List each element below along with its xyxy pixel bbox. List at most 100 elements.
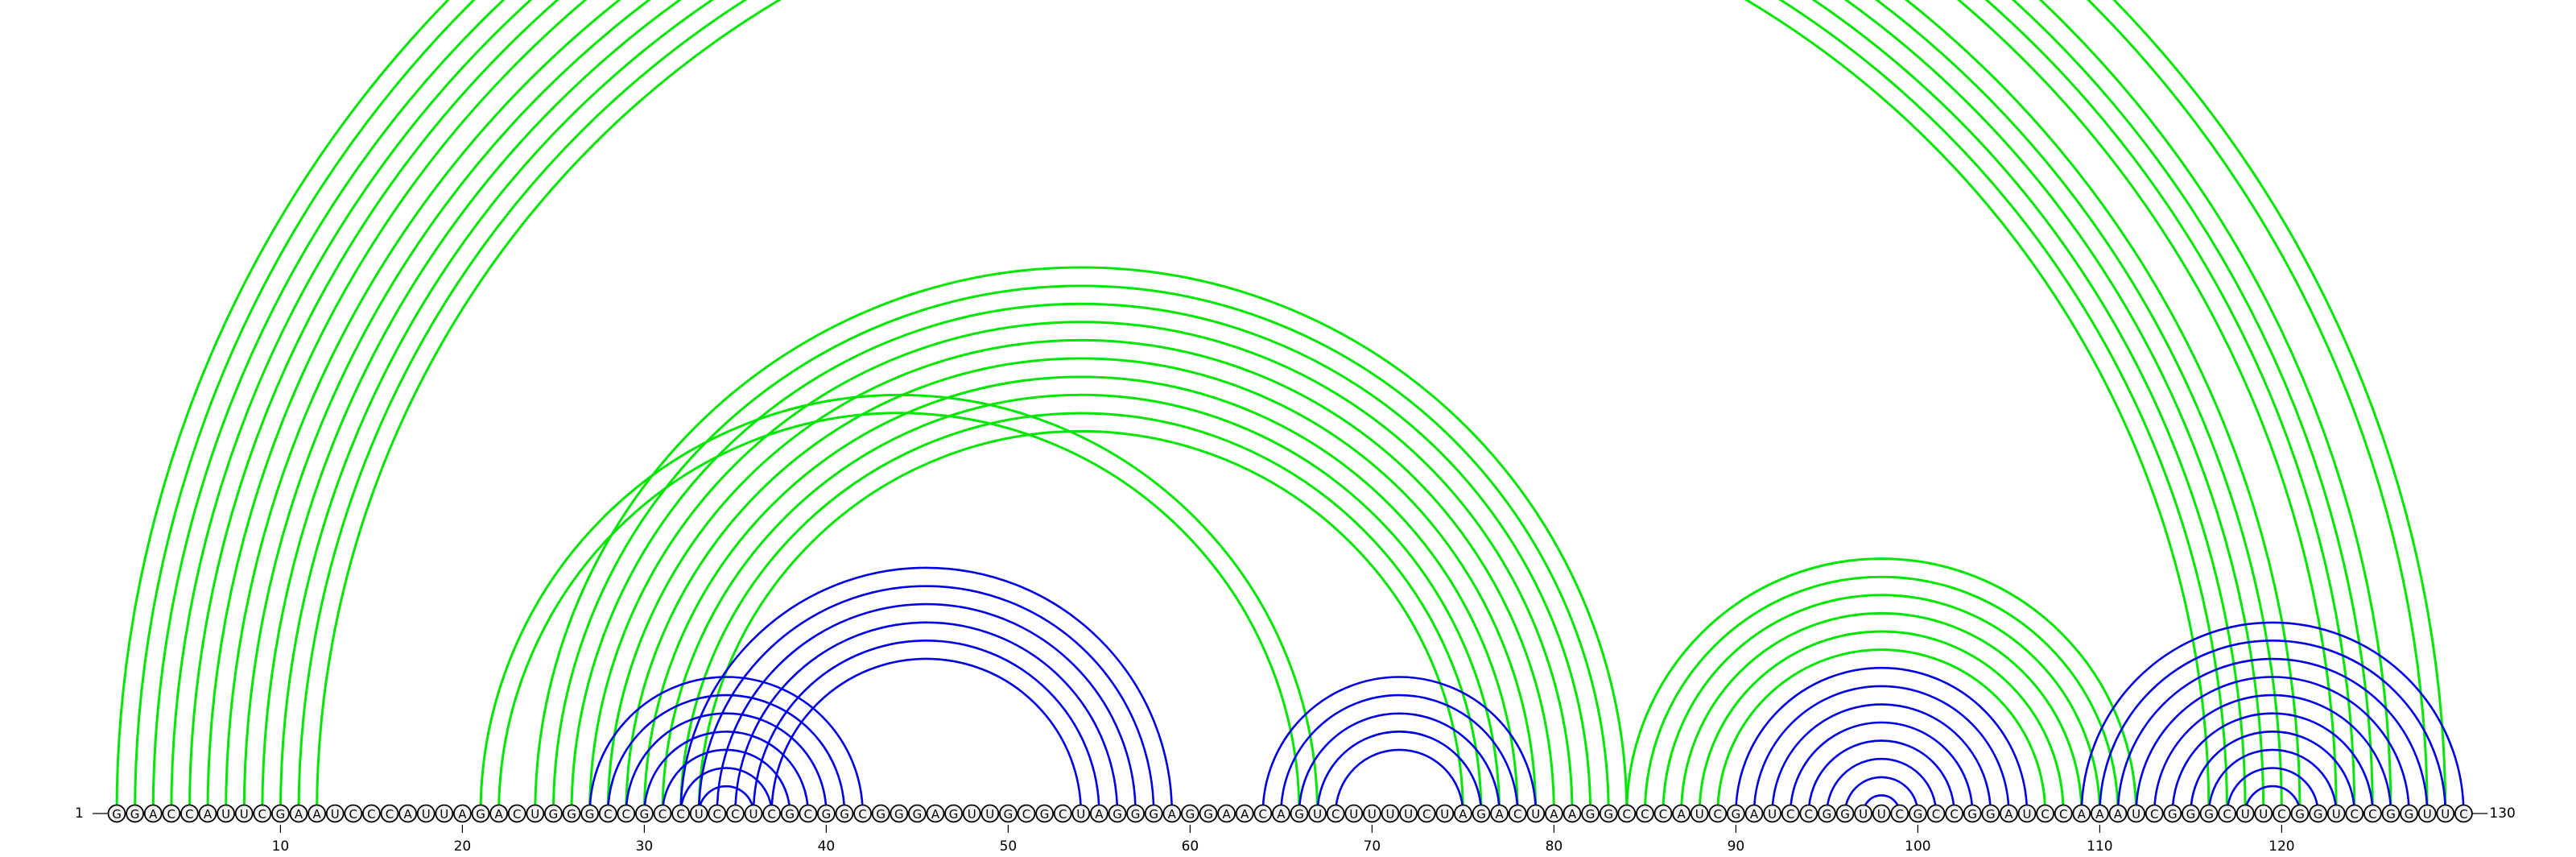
nucleotide-circle bbox=[1672, 804, 1691, 823]
nucleotide-letter: G bbox=[130, 807, 140, 822]
nucleotide-circle bbox=[908, 804, 927, 823]
nucleotide-letter: G bbox=[2168, 807, 2178, 822]
base-pair-arc-88-108 bbox=[1698, 630, 2065, 814]
nucleotide-letter: C bbox=[1513, 807, 1521, 822]
nucleotide: C bbox=[2363, 804, 2382, 823]
nucleotide-letter: C bbox=[731, 807, 739, 822]
nucleotide-letter: A bbox=[1550, 807, 1558, 822]
nucleotide-letter: C bbox=[258, 807, 266, 822]
nucleotide-circle bbox=[853, 804, 872, 823]
nucleotide-letter: U bbox=[221, 807, 230, 822]
nucleotide-circle bbox=[198, 804, 217, 823]
base-pair-arc-67-76 bbox=[1316, 731, 1483, 814]
nucleotide: G bbox=[1981, 804, 2000, 823]
nucleotide: C bbox=[726, 804, 745, 823]
base-pair-arc-29-79 bbox=[625, 357, 1538, 814]
nucleotide-letter: G bbox=[1840, 807, 1850, 822]
nucleotide: U bbox=[1690, 804, 1709, 823]
nucleotide-letter: U bbox=[1313, 807, 1322, 822]
nucleotide: C bbox=[1781, 804, 1800, 823]
nucleotide-circle bbox=[1653, 804, 1673, 823]
nucleotide-letter: G bbox=[1967, 807, 1977, 822]
nucleotide: G bbox=[1290, 804, 1309, 823]
nucleotide-letter: G bbox=[913, 807, 923, 822]
nucleotide-circle bbox=[416, 804, 436, 823]
nucleotide-circle bbox=[1763, 804, 1782, 823]
nucleotide-letter: G bbox=[640, 807, 650, 822]
nucleotide-letter: A bbox=[2114, 807, 2123, 822]
nucleotide: A bbox=[1744, 804, 1764, 823]
nucleotide: G bbox=[999, 804, 1018, 823]
nucleotide-circle bbox=[1545, 804, 1563, 823]
nucleotide-circle bbox=[2436, 804, 2455, 823]
base-pair-arc-66-77 bbox=[1298, 712, 1501, 814]
nucleotide-letter: C bbox=[1786, 807, 1794, 822]
nucleotide-letter: C bbox=[767, 807, 775, 822]
nucleotide: A bbox=[489, 804, 508, 823]
nucleotide: C bbox=[1799, 804, 1818, 823]
nucleotide: C bbox=[2454, 804, 2473, 823]
base-pair-arc-111-128 bbox=[2116, 657, 2429, 814]
base-pair-arc-31-77 bbox=[661, 393, 1501, 814]
base-pair-arc-22-66 bbox=[497, 412, 1301, 814]
nucleotide-letter: C bbox=[658, 807, 667, 822]
nucleotide: C bbox=[1636, 804, 1654, 823]
nucleotide: G bbox=[1126, 804, 1145, 823]
nucleotide-letter: G bbox=[1004, 807, 1013, 822]
tick-label: 10 bbox=[272, 838, 290, 855]
nucleotide: A bbox=[1545, 804, 1563, 823]
nucleotide-letter: G bbox=[1913, 807, 1923, 822]
nucleotide-letter: A bbox=[1241, 807, 1249, 822]
base-pair-arc-68-75 bbox=[1334, 748, 1464, 814]
nucleotide: G bbox=[1181, 804, 1199, 823]
nucleotide-circle bbox=[1144, 804, 1163, 823]
nucleotide-circle bbox=[1399, 804, 1418, 823]
nucleotide-circle bbox=[453, 804, 472, 823]
base-pair-arc-86-110 bbox=[1662, 594, 2101, 814]
base-pair-arc-90-106 bbox=[1735, 666, 2029, 814]
base-pair-arc-8-120 bbox=[242, 0, 2283, 814]
nucleotide-circle bbox=[1945, 804, 1964, 823]
nucleotide-circle bbox=[1417, 804, 1436, 823]
nucleotide: C bbox=[1508, 804, 1527, 823]
nucleotide-letter: A bbox=[2095, 807, 2104, 822]
nucleotide-circle bbox=[1126, 804, 1145, 823]
nucleotide: U bbox=[1344, 804, 1364, 823]
nucleotide-letter: U bbox=[968, 807, 976, 822]
nucleotide: U bbox=[1854, 804, 1873, 823]
nucleotide: U bbox=[234, 804, 254, 823]
nucleotide: U bbox=[2417, 804, 2437, 823]
nucleotide-circle bbox=[2145, 804, 2164, 823]
nucleotide-circle bbox=[1071, 804, 1091, 823]
nucleotide-circle bbox=[1454, 804, 1472, 823]
base-pair-arc-92-104 bbox=[1771, 703, 1992, 814]
nucleotide: G bbox=[1835, 804, 1855, 823]
base-pair-arc-87-109 bbox=[1680, 611, 2083, 814]
nucleotide-circle bbox=[817, 804, 836, 823]
nucleotide: A bbox=[1454, 804, 1472, 823]
nucleotide: C bbox=[598, 804, 617, 823]
nucleotide-circle bbox=[926, 804, 945, 823]
nucleotide-circle bbox=[1526, 804, 1546, 823]
nucleotide: C bbox=[853, 804, 872, 823]
nucleotide-letter: A bbox=[1168, 807, 1177, 822]
nucleotide-circle bbox=[1690, 804, 1709, 823]
nucleotide: G bbox=[126, 804, 145, 823]
nucleotide-letter: U bbox=[1859, 807, 1868, 822]
nucleotide: A bbox=[1490, 804, 1509, 823]
nucleotide-circle bbox=[180, 804, 199, 823]
nucleotide: G bbox=[2381, 804, 2401, 823]
nucleotide-letter: G bbox=[785, 807, 795, 822]
nucleotide-circle bbox=[471, 804, 490, 823]
nucleotide-letter: G bbox=[1040, 807, 1050, 822]
nucleotide-circle bbox=[1708, 804, 1728, 823]
nucleotide-circle bbox=[1563, 804, 1582, 823]
nucleotide-letter: G bbox=[276, 807, 286, 822]
nucleotide-letter: G bbox=[1823, 807, 1832, 822]
base-pair-arc-65-78 bbox=[1280, 693, 1519, 814]
nucleotide-circle bbox=[962, 804, 981, 823]
nucleotide-circle bbox=[580, 804, 599, 823]
nucleotide: G bbox=[2400, 804, 2419, 823]
nucleotide: C bbox=[762, 804, 781, 823]
